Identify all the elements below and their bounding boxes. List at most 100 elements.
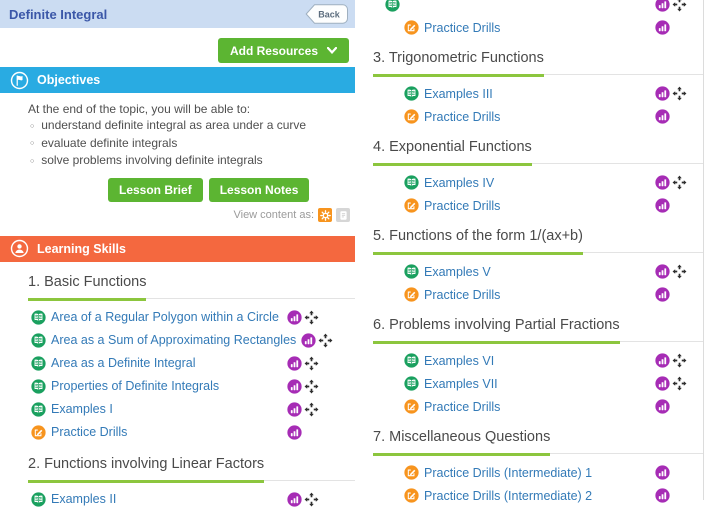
section-title: 1. Basic Functions — [28, 273, 355, 301]
stats-icon[interactable] — [301, 332, 316, 348]
stats-icon[interactable] — [655, 465, 670, 480]
item-link[interactable]: Area as a Definite Integral — [51, 356, 196, 370]
row-actions — [655, 20, 689, 35]
list-item: Examples I — [28, 398, 355, 421]
stats-icon[interactable] — [287, 424, 302, 440]
lesson-brief-button[interactable]: Lesson Brief — [108, 177, 203, 202]
item-link[interactable]: Examples V — [424, 264, 491, 279]
skills-section-6: 6. Problems involving Partial Fractions … — [373, 317, 703, 418]
section-title-text: 6. Problems involving Partial Fractions — [373, 317, 620, 344]
list-item: Properties of Definite Integrals — [28, 375, 355, 398]
item-link[interactable]: Practice Drills — [424, 198, 501, 213]
list-item: Practice Drills — [373, 395, 703, 418]
pencil-icon — [404, 399, 419, 414]
section-title: 7. Miscellaneous Questions — [373, 429, 703, 456]
section-title-text: 5. Functions of the form 1/(ax+b) — [373, 228, 583, 255]
item-link[interactable]: Practice Drills (Intermediate) 1 — [424, 465, 593, 480]
item-link[interactable]: Area of a Regular Polygon within a Circl… — [51, 310, 279, 324]
skills-section-2: 2. Functions involving Linear Factors Ex… — [28, 455, 355, 511]
skills-section-4: 4. Exponential Functions Examples IV Prac… — [373, 139, 703, 217]
move-icon[interactable] — [672, 353, 687, 368]
item-link[interactable]: Examples I — [51, 402, 113, 416]
item-link[interactable]: Examples VI — [424, 353, 495, 368]
item-link[interactable]: Practice Drills — [51, 425, 128, 439]
item-link[interactable]: Examples II — [51, 492, 117, 506]
stats-icon[interactable] — [655, 399, 670, 414]
move-icon[interactable] — [304, 492, 319, 507]
book-icon — [31, 491, 46, 507]
book-icon — [385, 0, 400, 12]
document-view-icon[interactable] — [336, 208, 350, 222]
row-actions — [655, 399, 689, 414]
add-resources-button[interactable]: Add Resources — [217, 38, 349, 63]
list-item: Examples V — [373, 260, 703, 283]
row-actions — [655, 264, 689, 279]
item-link[interactable]: Practice Drills — [424, 109, 501, 124]
objectives-intro: At the end of the topic, you will be abl… — [28, 102, 251, 116]
move-icon[interactable] — [304, 310, 319, 325]
stats-icon[interactable] — [655, 86, 670, 101]
item-link[interactable]: Practice Drills (Intermediate) 2 — [424, 488, 593, 503]
interactive-view-icon[interactable] — [318, 208, 332, 222]
pencil-icon — [404, 20, 419, 35]
section-title-text: 1. Basic Functions — [28, 273, 147, 301]
list-item: Practice Drills — [373, 105, 703, 128]
item-link[interactable]: Examples IV — [424, 175, 495, 190]
move-icon[interactable] — [672, 86, 687, 101]
list-item: Area of a Regular Polygon within a Circl… — [28, 306, 355, 329]
stats-icon[interactable] — [287, 355, 302, 371]
add-resources-row: Add Resources — [0, 28, 355, 67]
move-icon[interactable] — [672, 376, 687, 391]
stats-icon[interactable] — [655, 0, 670, 12]
move-icon[interactable] — [318, 333, 333, 348]
list-item: Area as a Sum of Approximating Rectangle… — [28, 329, 355, 352]
row-actions — [655, 175, 689, 190]
objective-item: solve problems involving definite integr… — [30, 153, 355, 171]
list-item: Examples VII — [373, 372, 703, 395]
lesson-notes-button[interactable]: Lesson Notes — [208, 177, 310, 202]
stats-icon[interactable] — [655, 198, 670, 213]
item-link[interactable]: Practice Drills — [424, 20, 501, 35]
stats-icon[interactable] — [655, 287, 670, 302]
move-icon[interactable] — [304, 402, 319, 417]
skills-section-3: 3. Trigonometric Functions Examples III P… — [373, 50, 703, 128]
move-icon[interactable] — [304, 379, 319, 394]
stats-icon[interactable] — [655, 264, 670, 279]
right-column: Practice Drills 3. Trigonometric Functio… — [373, 0, 703, 507]
stats-icon[interactable] — [655, 353, 670, 368]
move-icon[interactable] — [304, 356, 319, 371]
book-icon — [404, 376, 419, 391]
stats-icon[interactable] — [287, 491, 302, 507]
stats-icon[interactable] — [655, 20, 670, 35]
back-button[interactable]: Back — [305, 4, 349, 24]
stats-icon[interactable] — [287, 401, 302, 417]
item-link[interactable]: Practice Drills — [424, 287, 501, 302]
row-actions — [655, 0, 689, 12]
stats-icon[interactable] — [655, 109, 670, 124]
section-title: 4. Exponential Functions — [373, 139, 703, 166]
stats-icon[interactable] — [655, 488, 670, 503]
item-link[interactable]: Area as a Sum of Approximating Rectangle… — [51, 333, 297, 347]
stats-icon[interactable] — [287, 378, 302, 394]
stats-icon[interactable] — [287, 309, 302, 325]
learner-icon — [10, 239, 29, 258]
move-icon[interactable] — [672, 0, 687, 12]
page-title: Definite Integral — [9, 6, 108, 22]
item-link[interactable]: Practice Drills — [424, 399, 501, 414]
section-title-text: 7. Miscellaneous Questions — [373, 429, 551, 456]
panel-border — [703, 0, 704, 500]
view-content-as-row: View content as: — [0, 208, 355, 223]
row-actions — [655, 109, 689, 124]
move-icon[interactable] — [672, 175, 687, 190]
move-icon[interactable] — [672, 264, 687, 279]
item-link[interactable]: Examples III — [424, 86, 493, 101]
item-link[interactable]: Examples VII — [424, 376, 498, 391]
item-link[interactable]: Properties of Definite Integrals — [51, 379, 220, 393]
stats-icon[interactable] — [655, 376, 670, 391]
row-actions — [287, 355, 321, 371]
list-item: Practice Drills — [373, 16, 703, 39]
objectives-body: At the end of the topic, you will be abl… — [28, 102, 355, 171]
section-title-text: 2. Functions involving Linear Factors — [28, 455, 265, 483]
skills-section-7: 7. Miscellaneous Questions Practice Dril… — [373, 429, 703, 507]
stats-icon[interactable] — [655, 175, 670, 190]
